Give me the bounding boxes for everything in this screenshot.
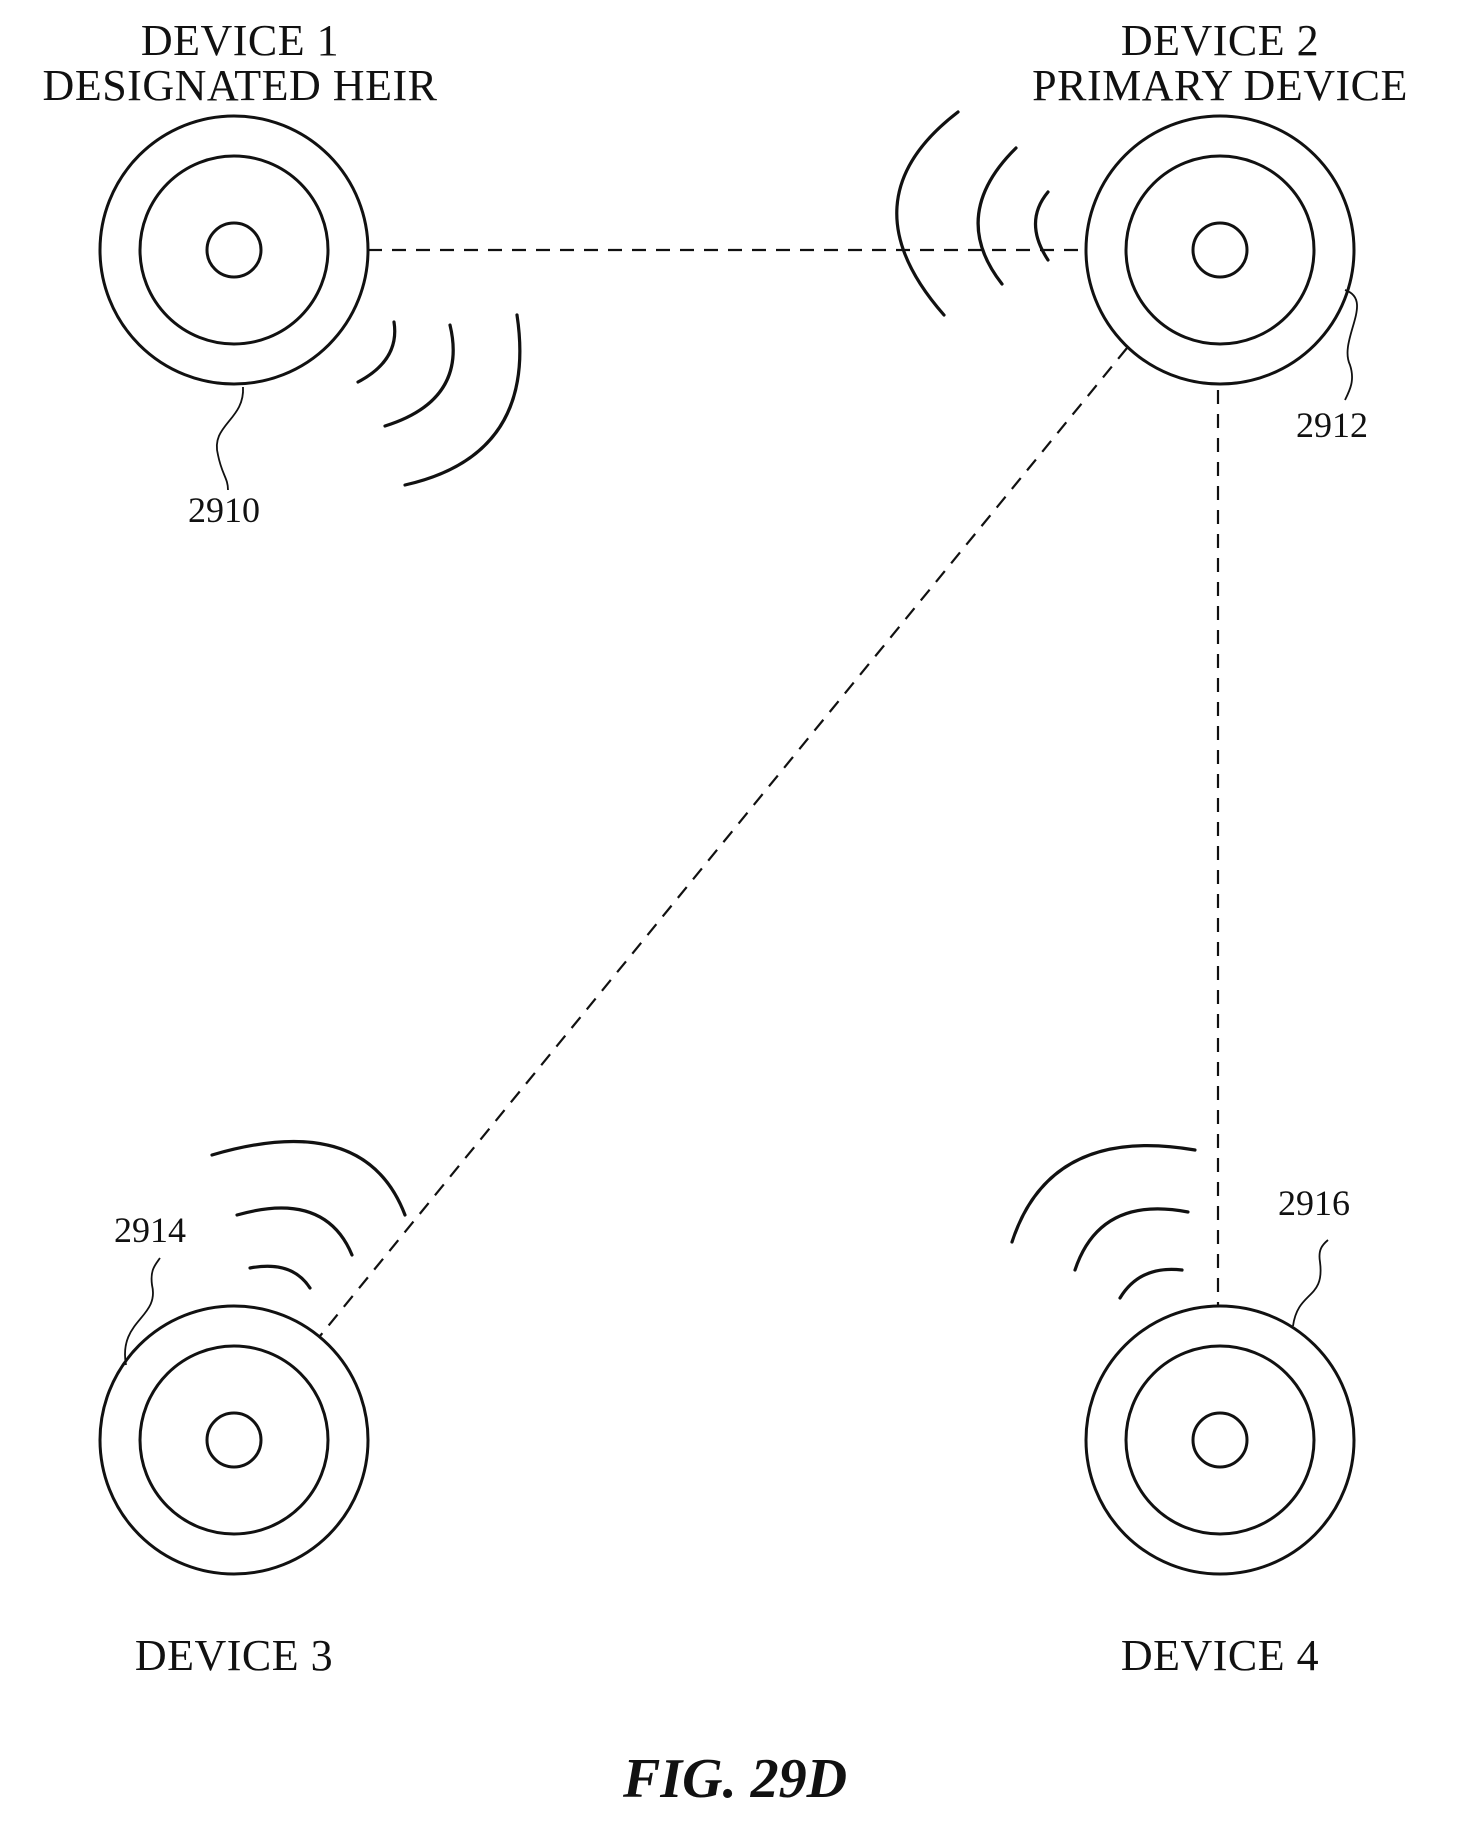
device-3-node: [100, 1306, 368, 1574]
ref-2916-label: 2916: [1278, 1183, 1350, 1223]
device-4-wave-medium: [1075, 1209, 1188, 1270]
device-4-name: DEVICE 4: [1121, 1631, 1319, 1680]
device-1-wave-small: [358, 322, 395, 382]
ref-2910-label: 2910: [188, 490, 260, 530]
device-1-wave-large: [405, 315, 520, 485]
device-3-center-ring: [207, 1413, 261, 1467]
device-4-center-ring: [1193, 1413, 1247, 1467]
device-2-middle-ring: [1126, 156, 1314, 344]
device-4-signal-waves: [1012, 1146, 1195, 1298]
device-3-wave-large: [212, 1142, 405, 1216]
device-4-middle-ring: [1126, 1346, 1314, 1534]
device-4-node: [1086, 1306, 1354, 1574]
ref-2914-label: 2914: [114, 1210, 186, 1250]
ref-2916-leader: [1293, 1240, 1328, 1326]
connection-device2-device3: [320, 348, 1127, 1336]
device-4-wave-small: [1120, 1269, 1182, 1298]
device-3-wave-medium: [237, 1208, 352, 1255]
device-2-wave-medium: [978, 148, 1016, 284]
figure-caption: FIG. 29D: [622, 1748, 847, 1810]
device-3-middle-ring: [140, 1346, 328, 1534]
device-1-role: DESIGNATED HEIR: [43, 61, 438, 110]
device-1-signal-waves: [358, 315, 520, 485]
device-1-node: [100, 116, 368, 384]
device-2-wave-large: [897, 112, 958, 315]
device-1-center-ring: [207, 223, 261, 277]
device-3-wave-small: [250, 1266, 310, 1288]
device-2-center-ring: [1193, 223, 1247, 277]
device-2-signal-waves: [897, 112, 1048, 315]
ref-2912-leader: [1345, 290, 1357, 400]
device-3-name: DEVICE 3: [135, 1631, 333, 1680]
device-1-name: DEVICE 1: [141, 16, 339, 65]
ref-2914-leader: [125, 1258, 160, 1365]
device-2-name: DEVICE 2: [1121, 16, 1319, 65]
device-2-role: PRIMARY DEVICE: [1032, 61, 1408, 110]
device-1-middle-ring: [140, 156, 328, 344]
ref-2910-leader: [217, 387, 243, 490]
device-2-node: [1086, 116, 1354, 384]
ref-2912-label: 2912: [1296, 405, 1368, 445]
